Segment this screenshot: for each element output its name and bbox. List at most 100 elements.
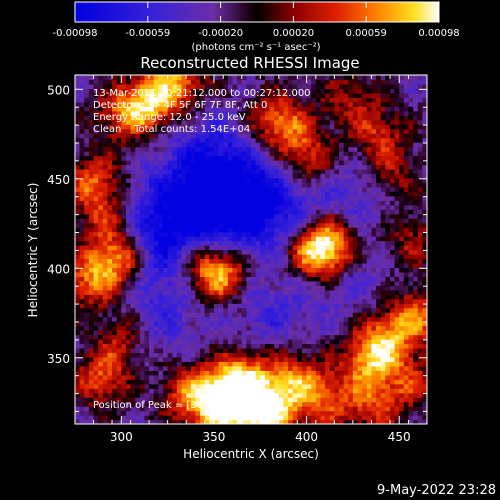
heatmap-cell: [98, 164, 104, 170]
heatmap-cell: [311, 142, 317, 148]
heatmap-cell: [223, 142, 229, 148]
heatmap-cell: [200, 312, 206, 318]
heatmap-cell: [125, 294, 132, 300]
heatmap-cell: [241, 347, 247, 354]
heatmap-cell: [190, 415, 197, 421]
heatmap-cell: [176, 374, 183, 380]
heatmap-cell: [362, 182, 368, 188]
heatmap-cell: [237, 325, 243, 331]
heatmap-cell: [149, 298, 155, 304]
heatmap-cell: [213, 245, 220, 251]
heatmap-cell: [190, 231, 197, 237]
heatmap-cell: [348, 155, 354, 161]
heatmap-cell: [241, 294, 247, 300]
heatmap-cell: [380, 186, 386, 192]
heatmap-cell: [135, 356, 141, 362]
heatmap-cell: [339, 195, 345, 201]
heatmap-cell: [283, 222, 289, 228]
heatmap-cell: [223, 267, 229, 273]
heatmap-cell: [334, 200, 340, 206]
heatmap-cell: [232, 343, 238, 349]
heatmap-cell: [172, 200, 178, 206]
heatmap-cell: [325, 164, 331, 170]
heatmap-cell: [116, 289, 122, 295]
heatmap-cell: [255, 388, 261, 394]
heatmap-cell: [408, 155, 414, 161]
heatmap-cell: [139, 168, 146, 175]
heatmap-cell: [288, 249, 294, 255]
heatmap-cell: [283, 249, 289, 255]
heatmap-cell: [139, 343, 146, 349]
heatmap-cell: [311, 177, 317, 183]
heatmap-cell: [144, 379, 150, 385]
heatmap-cell: [153, 195, 159, 201]
heatmap-cell: [93, 303, 99, 309]
heatmap-cell: [283, 406, 289, 412]
heatmap-cell: [399, 262, 405, 268]
heatmap-cell: [246, 374, 252, 380]
heatmap-cell: [334, 209, 340, 215]
heatmap-cell: [376, 151, 382, 157]
heatmap-cell: [218, 213, 224, 219]
heatmap-cell: [403, 410, 410, 416]
heatmap-cell: [352, 231, 359, 237]
heatmap-cell: [130, 200, 136, 206]
heatmap-cell: [186, 303, 192, 309]
heatmap-cell: [158, 160, 164, 166]
heatmap-cell: [102, 182, 109, 188]
heatmap-cell: [98, 240, 104, 246]
heatmap-cell: [260, 142, 266, 148]
heatmap-cell: [75, 316, 81, 322]
heatmap-cell: [278, 231, 285, 237]
heatmap-cell: [223, 280, 229, 286]
heatmap-cell: [190, 258, 197, 264]
heatmap-cell: [213, 370, 220, 376]
heatmap-cell: [121, 213, 127, 219]
heatmap-cell: [362, 245, 368, 251]
heatmap-cell: [167, 401, 173, 407]
heatmap-cell: [408, 401, 414, 407]
heatmap-cell: [163, 146, 169, 152]
heatmap-cell: [315, 262, 322, 268]
heatmap-cell: [158, 298, 164, 304]
heatmap-cell: [121, 240, 127, 246]
heatmap-cell: [107, 200, 113, 206]
heatmap-cell: [376, 303, 382, 309]
heatmap-cell: [274, 419, 280, 424]
heatmap-cell: [223, 410, 229, 416]
heatmap-cell: [348, 253, 354, 260]
heatmap-cell: [301, 352, 308, 358]
heatmap-cell: [334, 361, 340, 367]
heatmap-cell: [223, 168, 229, 175]
heatmap-cell: [88, 128, 95, 134]
heatmap-cell: [107, 240, 113, 246]
heatmap-cell: [209, 392, 215, 398]
heatmap-cell: [102, 406, 109, 412]
heatmap-cell: [380, 419, 386, 424]
heatmap-cell: [334, 392, 340, 398]
heatmap-cell: [218, 253, 224, 260]
heatmap-cell: [403, 168, 410, 175]
heatmap-cell: [153, 253, 159, 260]
heatmap-cell: [125, 338, 132, 345]
heatmap-cell: [301, 356, 308, 362]
heatmap-cell: [348, 168, 354, 175]
heatmap-cell: [186, 253, 192, 260]
heatmap-cell: [269, 204, 275, 210]
heatmap-cell: [329, 321, 335, 327]
heatmap-cell: [167, 294, 173, 300]
heatmap-cell: [325, 271, 331, 277]
heatmap-cell: [269, 142, 275, 148]
heatmap-cell: [223, 253, 229, 260]
heatmap-cell: [149, 142, 155, 148]
heatmap-cell: [167, 397, 173, 403]
heatmap-cell: [135, 236, 141, 242]
heatmap-cell: [186, 182, 192, 188]
heatmap-cell: [366, 280, 373, 286]
heatmap-cell: [139, 285, 146, 291]
heatmap-cell: [339, 267, 345, 273]
heatmap-cell: [274, 262, 280, 268]
heatmap-cell: [352, 365, 359, 371]
heatmap-cell: [116, 262, 122, 268]
heatmap-cell: [163, 253, 169, 260]
